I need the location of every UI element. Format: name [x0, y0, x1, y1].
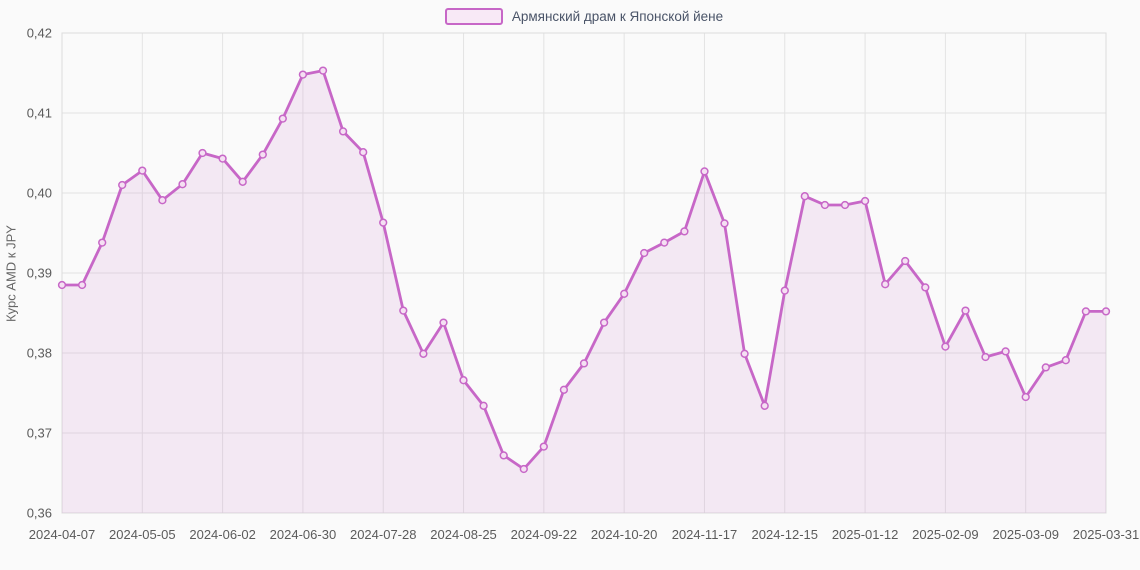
data-point-marker[interactable]	[218, 154, 227, 163]
data-point-marker[interactable]	[981, 352, 990, 362]
data-point-marker[interactable]	[1021, 392, 1030, 402]
data-point-marker[interactable]	[138, 166, 147, 175]
x-tick-label: 2024-04-07	[29, 527, 96, 542]
data-point-marker[interactable]	[720, 219, 729, 228]
legend-label: Армянский драм к Японской йене	[511, 8, 724, 24]
data-point-marker[interactable]	[599, 318, 609, 327]
data-point-marker[interactable]	[941, 342, 950, 351]
y-tick-label: 0,36	[27, 506, 52, 521]
y-tick-label: 0,42	[27, 26, 52, 41]
data-point-marker[interactable]	[318, 66, 328, 75]
x-tick-label: 2025-03-31	[1073, 527, 1140, 542]
data-point-marker[interactable]	[479, 401, 488, 410]
data-point-marker[interactable]	[1101, 307, 1111, 316]
data-point-marker[interactable]	[278, 114, 287, 123]
y-tick-label: 0,38	[27, 346, 52, 361]
data-point-marker[interactable]	[620, 289, 629, 298]
data-point-marker[interactable]	[519, 464, 528, 474]
data-point-marker[interactable]	[359, 148, 368, 157]
data-point-marker[interactable]	[700, 167, 709, 176]
data-point-marker[interactable]	[921, 283, 930, 292]
data-point-marker[interactable]	[901, 256, 910, 266]
data-point-marker[interactable]	[439, 318, 448, 327]
x-tick-label: 2024-09-22	[511, 527, 578, 542]
plot-border	[61, 32, 1107, 514]
x-tick-label: 2024-06-30	[270, 527, 337, 542]
data-point-marker[interactable]	[559, 385, 569, 394]
legend-item[interactable]: Армянский драм к Японской йене	[62, 6, 1106, 26]
data-point-marker[interactable]	[399, 306, 408, 315]
data-point-marker[interactable]	[800, 192, 809, 201]
data-point-marker[interactable]	[499, 451, 508, 460]
data-point-marker[interactable]	[198, 148, 207, 158]
data-point-marker[interactable]	[1001, 347, 1010, 356]
x-tick-label: 2024-12-15	[752, 527, 819, 542]
y-tick-label: 0,37	[27, 426, 52, 441]
data-point-marker[interactable]	[379, 218, 388, 227]
series-area	[62, 70, 1106, 513]
legend-swatch-icon	[444, 7, 503, 25]
data-point-marker[interactable]	[419, 349, 428, 358]
data-point-marker[interactable]	[1081, 307, 1091, 316]
x-tick-label: 2025-02-09	[912, 527, 979, 542]
data-point-marker[interactable]	[178, 180, 187, 189]
data-point-marker[interactable]	[780, 286, 789, 295]
data-point-marker[interactable]	[760, 401, 769, 410]
data-point-marker[interactable]	[680, 227, 689, 236]
data-point-marker[interactable]	[338, 127, 348, 136]
data-point-marker[interactable]	[660, 238, 669, 247]
data-point-marker[interactable]	[539, 442, 548, 451]
x-tick-label: 2024-08-25	[430, 527, 497, 542]
data-point-marker[interactable]	[98, 238, 107, 247]
data-point-marker[interactable]	[118, 180, 127, 190]
data-point-marker[interactable]	[1061, 356, 1070, 365]
data-point-marker[interactable]	[158, 196, 167, 205]
x-tick-label: 2024-06-02	[189, 527, 256, 542]
data-point-marker[interactable]	[961, 306, 970, 315]
x-tick-label: 2024-10-20	[591, 527, 658, 542]
data-point-marker[interactable]	[579, 359, 589, 368]
x-tick-label: 2025-03-09	[992, 527, 1059, 542]
data-point-marker[interactable]	[298, 70, 308, 79]
data-point-marker[interactable]	[640, 248, 649, 258]
x-tick-label: 2025-01-12	[832, 527, 899, 542]
data-point-marker[interactable]	[238, 177, 247, 186]
data-point-marker[interactable]	[860, 196, 870, 206]
data-point-marker[interactable]	[1041, 363, 1050, 372]
data-point-marker[interactable]	[740, 349, 749, 358]
x-tick-label: 2024-05-05	[109, 527, 176, 542]
data-point-marker[interactable]	[77, 280, 87, 290]
data-point-marker[interactable]	[820, 200, 830, 210]
y-tick-label: 0,39	[27, 266, 52, 281]
data-point-marker[interactable]	[57, 280, 67, 290]
y-tick-label: 0,41	[27, 106, 52, 121]
data-point-marker[interactable]	[459, 376, 468, 385]
x-tick-label: 2024-11-17	[672, 527, 738, 542]
data-point-marker[interactable]	[258, 150, 267, 159]
data-point-marker[interactable]	[840, 200, 850, 210]
data-point-marker[interactable]	[881, 280, 890, 289]
y-tick-label: 0,40	[27, 186, 52, 201]
x-tick-label: 2024-07-28	[350, 527, 417, 542]
